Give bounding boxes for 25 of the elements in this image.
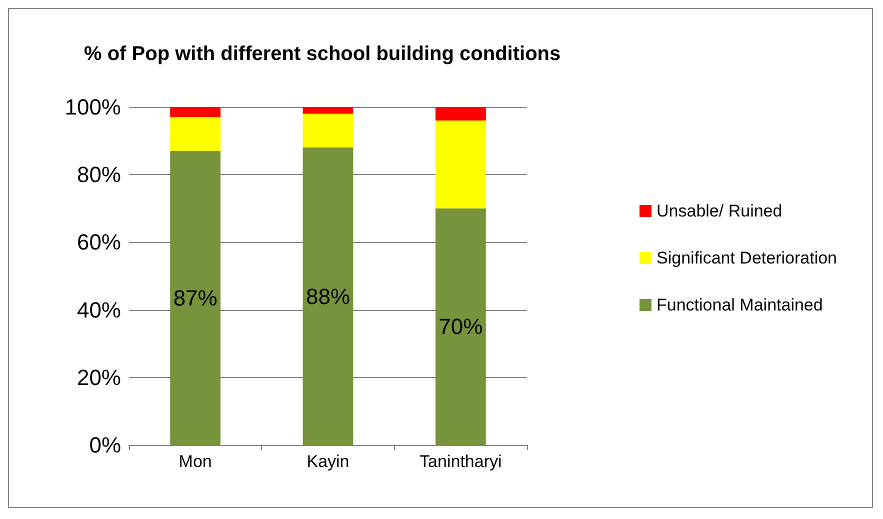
bar bbox=[435, 208, 486, 445]
chart-title: % of Pop with different school building conditions bbox=[84, 43, 561, 65]
bar bbox=[170, 150, 221, 445]
x-tick-label: Kayin bbox=[306, 452, 350, 471]
bar bbox=[302, 107, 354, 114]
bar bbox=[435, 107, 486, 121]
bar bbox=[302, 148, 354, 445]
data-label: 87% bbox=[173, 285, 218, 310]
bar bbox=[435, 120, 486, 208]
data-label: 88% bbox=[306, 284, 350, 309]
bar bbox=[302, 114, 354, 148]
data-label: 70% bbox=[438, 314, 483, 340]
legend-label: Functional Maintained bbox=[656, 296, 823, 314]
y-tick-label: 100% bbox=[64, 94, 121, 120]
legend-label: Unsable/ Ruined bbox=[656, 202, 782, 220]
y-tick-label: 60% bbox=[76, 230, 121, 255]
y-tick-label: 0% bbox=[89, 432, 121, 458]
legend-label: Significant Deterioration bbox=[656, 248, 837, 268]
y-tick-label: 20% bbox=[76, 364, 121, 390]
bar bbox=[170, 117, 221, 151]
x-tick-label: Mon bbox=[178, 452, 212, 471]
x-tick-label: Tanintharyi bbox=[420, 452, 502, 471]
y-tick-label: 40% bbox=[76, 297, 121, 322]
y-tick-label: 80% bbox=[76, 162, 121, 188]
bar bbox=[170, 107, 221, 118]
